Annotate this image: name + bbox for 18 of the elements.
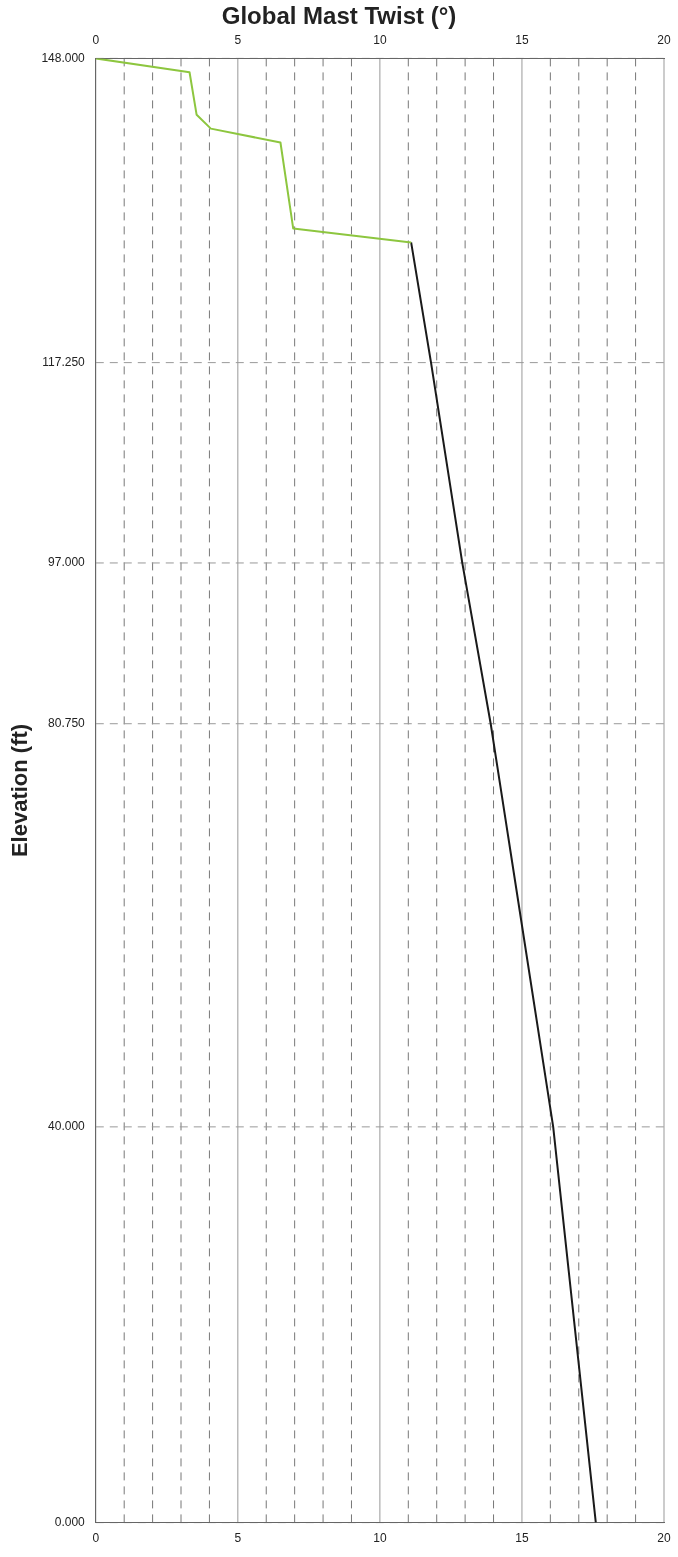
y-tick-label: 117.250 [42,354,86,369]
y-tick-label: 80.750 [48,716,86,731]
y-tick-label: 0.000 [54,1514,86,1529]
x2-tick-label: 20 [657,32,671,47]
x-tick-label: 15 [515,1531,529,1546]
y-axis-title: Elevation (ft) [7,723,33,858]
x-tick-label: 20 [657,1531,671,1546]
x-tick-label: 0 [92,1531,100,1546]
x2-tick-label: 10 [373,32,387,47]
y-tick-label: 40.000 [48,1119,86,1134]
x-tick-label: 10 [373,1531,387,1546]
y-tick-label: 148.000 [41,50,86,65]
chart-title: Global Mast Twist (°) [220,2,458,30]
x2-tick-label: 15 [515,32,529,47]
x2-tick-label: 5 [234,32,242,47]
x-tick-label: 5 [234,1531,242,1546]
y-tick-label: 97.000 [48,555,86,570]
x2-tick-label: 0 [92,32,100,47]
